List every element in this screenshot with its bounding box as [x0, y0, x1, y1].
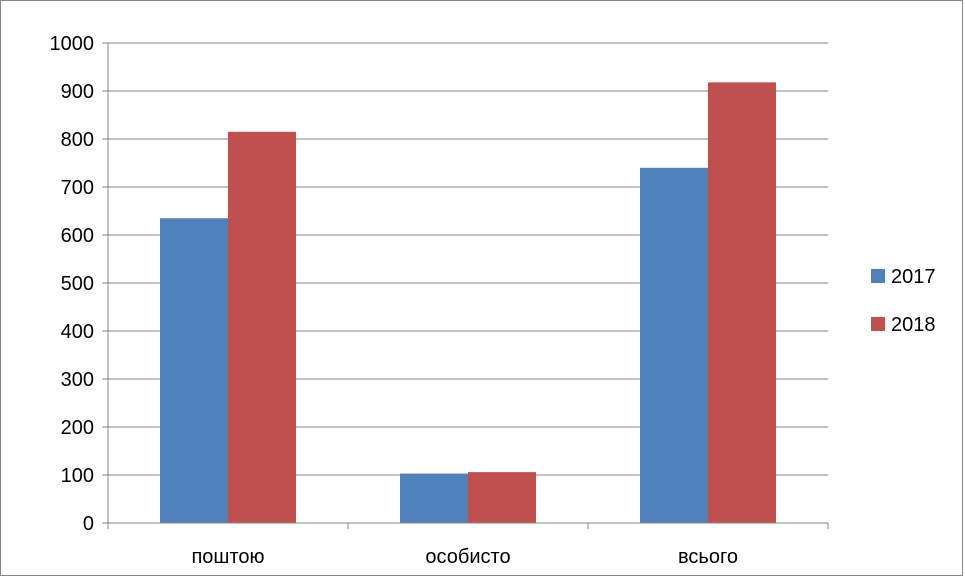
bar-2017-всього: [640, 167, 708, 524]
y-axis-tick-labels: 0 100 200 300 400 500 600 700 800 900 1000: [50, 33, 95, 535]
y-tick-label: 200: [61, 417, 94, 439]
bar-2018-поштою: [228, 131, 296, 524]
bar-2017-поштою: [160, 218, 228, 523]
y-tick-label: 800: [61, 129, 94, 151]
x-tick-label: всього: [678, 546, 738, 568]
bar-2018-особисто: [468, 472, 536, 523]
bar-2017-особисто: [400, 473, 468, 523]
legend-swatch-2017: [871, 269, 885, 283]
bars: [160, 82, 776, 524]
y-tick-label: 700: [61, 177, 94, 199]
bar-2018-всього: [708, 82, 776, 524]
y-tick-label: 100: [61, 465, 94, 487]
legend: 2017 2018: [871, 266, 936, 336]
y-tick-label: 900: [61, 81, 94, 103]
y-tick-label: 1000: [50, 33, 95, 55]
y-tick-label: 0: [83, 513, 94, 535]
y-tick-label: 500: [61, 273, 94, 295]
legend-swatch-2018: [871, 317, 885, 331]
x-tick-label: поштою: [191, 546, 264, 568]
y-tick-label: 400: [61, 321, 94, 343]
x-axis-tick-labels: поштою особисто всього: [191, 546, 737, 568]
legend-label-2018: 2018: [891, 314, 936, 336]
x-tick-label: особисто: [425, 546, 510, 568]
y-tick-label: 600: [61, 225, 94, 247]
y-tick-label: 300: [61, 369, 94, 391]
legend-label-2017: 2017: [891, 266, 936, 288]
axes: [102, 42, 829, 529]
